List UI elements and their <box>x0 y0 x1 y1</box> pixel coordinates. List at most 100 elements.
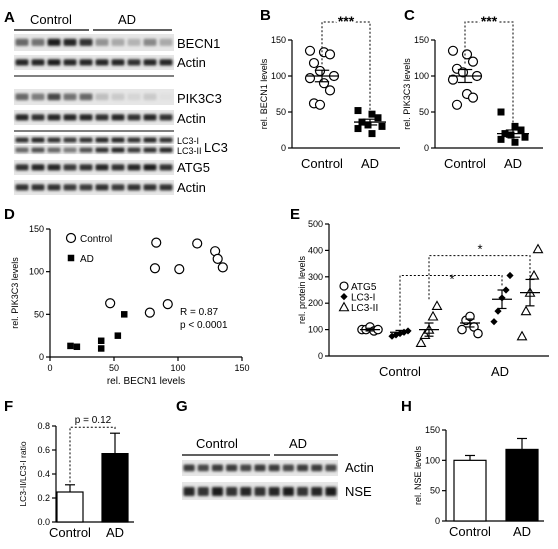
chart-h-y-axis-label: rel. NSE levels <box>413 445 423 505</box>
chart-e-ad-lc3-i-point <box>490 318 498 326</box>
blot-a-atg5-background <box>14 160 174 175</box>
blot-a-pik3c3-band <box>127 93 141 101</box>
blot-a-actin-3-band <box>63 184 77 191</box>
chart-d-ad-point <box>120 311 128 318</box>
blot-a-actin-2-background <box>14 110 174 125</box>
blot-a-atg5-band <box>47 164 61 171</box>
chart-b-x-category-ad: AD <box>361 156 379 171</box>
blot-a-actin-2-band <box>111 114 125 121</box>
chart-e-y-tick-label: 300 <box>308 272 323 282</box>
blot-a-actin-3-band <box>15 184 29 191</box>
chart-d-control-point <box>162 298 173 310</box>
chart-f-y-tick-label: 0.2 <box>37 493 50 503</box>
chart-d-x-tick-label: 100 <box>170 363 185 373</box>
blot-a-actin-3-band <box>111 184 125 191</box>
chart-b-control-point <box>324 85 336 96</box>
chart-h-x-category-ad: AD <box>513 524 531 539</box>
chart-c-y-tick-label: 50 <box>419 107 429 117</box>
chart-b-x-category-control: Control <box>301 156 343 171</box>
chart-d-legend-ad-label: AD <box>80 254 94 265</box>
chart-b-ad-point <box>374 114 382 122</box>
blot-a-actin-3-band <box>79 184 93 191</box>
chart-e-ad-lc3-ii-point <box>528 269 540 280</box>
chart-c-y-tick-label: 0 <box>424 143 429 153</box>
panel-label-b: B <box>260 7 271 24</box>
blot-g-actin-band <box>240 464 252 472</box>
blot-a-atg5-band <box>127 164 141 171</box>
chart-e-x-category-ad: AD <box>491 364 509 379</box>
chart-h-y-tick-label: 150 <box>425 425 440 435</box>
chart-d-y-tick-label: 100 <box>29 267 44 277</box>
chart-b-control-point <box>324 49 336 60</box>
blot-a-actin-3-band <box>143 184 157 191</box>
blot-a-pik3c3-background <box>14 89 174 105</box>
blot-a-lc3-ii-band <box>143 147 157 153</box>
chart-b-y-tick-label: 50 <box>276 107 286 117</box>
chart-c: 0 50 100 150 rel. PIK3C3 levels *** Control AD <box>402 11 543 171</box>
western-blot-g: Control AD Actin NSE <box>182 436 374 500</box>
blot-a-atg5-band <box>111 164 125 171</box>
blot-a-actin-3-band <box>31 184 45 191</box>
blot-a-actin-2-band <box>95 114 109 121</box>
chart-c-x-category-control: Control <box>444 156 486 171</box>
blot-a-lc3-i-band <box>143 137 157 143</box>
chart-f-annotation-p: p = 0.12 <box>75 415 112 426</box>
blot-a-actin-2-band <box>31 114 45 121</box>
chart-e-y-tick-label: 500 <box>308 219 323 229</box>
chart-e-ad-lc3-ii-point <box>520 305 532 316</box>
chart-e-ad-atg5-point <box>473 328 483 339</box>
panel-label-a: A <box>4 9 15 26</box>
blot-a-actin-2-band <box>127 114 141 121</box>
blot-a-pik3c3-band <box>15 93 29 101</box>
chart-h-y-tick-label: 50 <box>430 486 440 496</box>
blot-a-pik3c3-band <box>47 93 61 101</box>
chart-d-annotation-r: R = 0.87 <box>180 307 219 318</box>
chart-d-x-tick-label: 50 <box>109 363 119 373</box>
chart-d-control-point <box>151 237 162 248</box>
panel-label-d: D <box>4 206 15 223</box>
chart-h-y-tick-label: 100 <box>425 455 440 465</box>
blot-a-atg5-band <box>79 164 93 171</box>
chart-d: 0 50 100 150 0 50 100 150 rel. PIK3C3 levels rel.… <box>10 224 250 387</box>
blot-a-lc3-i-band <box>159 137 173 143</box>
chart-c-ad-point <box>511 138 519 146</box>
chart-d-control-point <box>149 263 161 274</box>
blot-a-lc3-i-band <box>95 137 109 143</box>
chart-f-significance-bracket <box>69 426 116 483</box>
blot-a-label-atg5: ATG5 <box>177 160 210 175</box>
blot-a-lc3-ii-band <box>63 147 77 153</box>
chart-f-y-tick-label: 0.8 <box>37 421 50 431</box>
blot-a-actin-3-band <box>127 184 141 191</box>
chart-b-control-point <box>304 45 316 56</box>
blot-a-becn1-band <box>31 38 45 46</box>
panel-label-g: G <box>176 398 188 415</box>
chart-d-ad-point <box>97 345 105 352</box>
chart-b-ad-point <box>354 125 362 133</box>
panel-label-c: C <box>404 7 415 24</box>
blot-a-label-actin-3: Actin <box>177 180 206 195</box>
chart-b-ad-point <box>368 130 376 138</box>
chart-e-ad-lc3-i-point <box>494 307 502 315</box>
chart-d-legend-control-marker <box>65 232 77 244</box>
blot-a-label-actin-1: Actin <box>177 55 206 70</box>
blot-a-lc3-i-band <box>47 137 61 143</box>
blot-a-becn1-band <box>47 38 61 46</box>
blot-a-becn1-band <box>95 38 109 46</box>
chart-e-legend-lc3-i-marker <box>340 293 348 301</box>
chart-h-x-category-control: Control <box>449 524 491 539</box>
blot-a-lc3-i-band <box>79 137 93 143</box>
chart-d-legend-ad-marker <box>67 254 75 262</box>
chart-d-ad-point <box>97 337 105 345</box>
blot-a-lc3-i-band <box>111 137 125 143</box>
chart-d-control-point <box>192 238 203 249</box>
chart-c-ad-point <box>497 135 505 143</box>
chart-h-bar-control <box>453 459 487 522</box>
blot-a-actin-1-band <box>47 59 61 66</box>
blot-a-becn1-band <box>15 38 29 46</box>
chart-c-y-tick-label: 100 <box>414 71 429 81</box>
chart-f-y-tick-label: 0.6 <box>37 445 50 455</box>
blot-g-actin-band <box>183 464 195 472</box>
chart-c-x-category-ad: AD <box>504 156 522 171</box>
blot-g-actin-band <box>197 464 209 472</box>
blot-g-nse-band <box>183 487 195 497</box>
